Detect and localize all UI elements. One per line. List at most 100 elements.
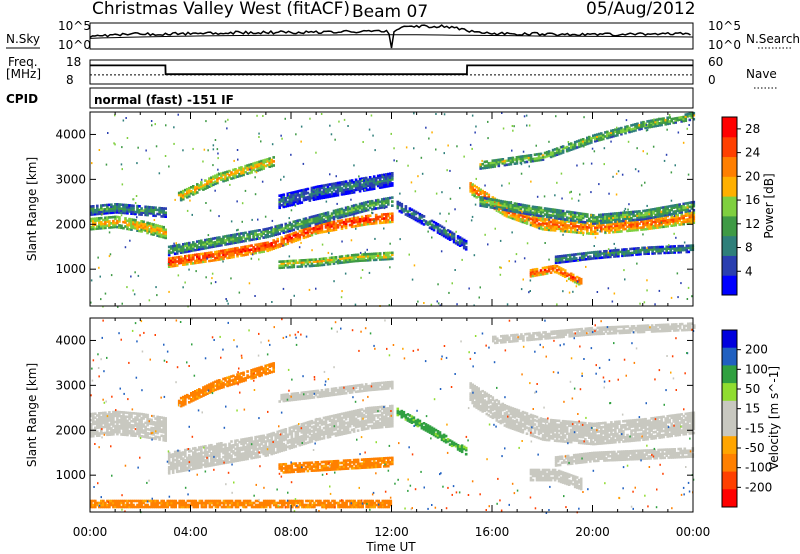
range-time-cell xyxy=(428,222,432,225)
range-time-cell xyxy=(130,275,132,278)
range-time-cell xyxy=(196,454,199,458)
range-time-cell xyxy=(114,217,117,221)
range-time-cell xyxy=(358,189,362,193)
range-time-cell xyxy=(244,253,247,257)
range-time-cell xyxy=(344,182,348,185)
range-time-cell xyxy=(535,223,539,227)
range-time-cell xyxy=(224,179,227,182)
range-time-cell xyxy=(322,218,326,222)
range-time-cell xyxy=(138,229,141,233)
range-time-cell xyxy=(90,422,93,426)
range-time-cell xyxy=(561,229,565,233)
range-time-cell xyxy=(658,210,661,214)
range-time-cell xyxy=(530,180,532,183)
range-time-cell xyxy=(605,251,608,255)
range-time-cell xyxy=(108,419,111,422)
range-time-cell xyxy=(334,226,338,229)
range-time-cell xyxy=(332,228,336,232)
cpid-label: CPID xyxy=(6,92,38,106)
range-time-cell xyxy=(352,217,356,220)
range-time-cell xyxy=(96,219,99,222)
range-time-cell xyxy=(426,223,430,226)
range-time-cell xyxy=(521,214,525,218)
range-time-cell xyxy=(646,289,648,292)
range-time-cell xyxy=(378,219,382,223)
range-time-cell xyxy=(312,198,316,201)
range-time-cell xyxy=(475,192,478,195)
range-time-cell xyxy=(638,226,641,230)
range-time-cell xyxy=(186,262,189,266)
range-time-cell xyxy=(555,271,559,274)
range-time-cell xyxy=(120,207,123,210)
range-time-cell xyxy=(350,179,354,182)
range-time-cell xyxy=(654,222,657,226)
range-time-cell xyxy=(604,231,606,234)
range-time-cell xyxy=(114,221,117,225)
range-time-cell xyxy=(340,296,343,299)
range-time-cell xyxy=(308,222,312,225)
range-time-cell xyxy=(391,214,394,217)
range-time-cell xyxy=(98,422,101,425)
range-time-cell xyxy=(298,235,302,239)
range-time-cell xyxy=(537,216,541,219)
range-time-cell xyxy=(590,214,592,217)
range-time-cell xyxy=(553,154,557,157)
range-time-cell xyxy=(570,190,572,193)
range-time-cell xyxy=(385,175,388,178)
range-time-cell xyxy=(162,436,165,440)
range-time-cell xyxy=(208,179,211,182)
range-time-cell xyxy=(511,231,513,234)
range-time-cell xyxy=(562,260,566,264)
range-time-cell xyxy=(282,266,286,269)
range-time-cell xyxy=(328,187,332,190)
colorbar-swatch xyxy=(722,196,737,217)
range-time-cell xyxy=(370,187,374,191)
range-time-cell xyxy=(561,146,563,149)
range-time-cell xyxy=(551,210,555,213)
range-time-cell xyxy=(535,144,537,147)
range-time-cell xyxy=(132,412,135,415)
range-time-cell xyxy=(290,199,294,203)
range-time-cell xyxy=(674,212,677,215)
range-time-cell xyxy=(326,229,330,233)
colorbar-swatch xyxy=(722,235,737,256)
range-time-cell xyxy=(592,216,595,219)
range-time-cell xyxy=(146,211,149,215)
range-time-cell xyxy=(336,191,340,195)
range-time-cell xyxy=(146,227,149,231)
range-time-cell xyxy=(175,470,179,474)
range-time-cell xyxy=(358,220,362,223)
range-time-cell xyxy=(132,222,135,226)
range-time-cell xyxy=(360,185,364,189)
range-time-cell xyxy=(565,147,569,151)
range-time-cell xyxy=(184,194,187,198)
range-time-cell xyxy=(106,211,109,215)
range-time-cell xyxy=(646,120,649,123)
range-time-cell xyxy=(102,419,105,423)
range-time-cell xyxy=(533,223,537,226)
range-time-cell xyxy=(184,281,186,284)
range-time-cell xyxy=(487,193,491,197)
range-time-cell xyxy=(162,426,165,430)
range-time-cell xyxy=(509,160,513,164)
range-time-cell xyxy=(196,255,199,258)
range-time-cell xyxy=(656,120,659,123)
range-time-cell xyxy=(555,269,559,272)
range-time-cell xyxy=(112,424,115,428)
range-time-cell xyxy=(640,226,643,229)
range-time-cell xyxy=(463,155,465,158)
range-time-cell xyxy=(368,222,372,226)
range-time-cell xyxy=(152,427,155,430)
range-time-cell xyxy=(366,252,370,256)
range-time-cell xyxy=(286,238,290,241)
range-time-cell xyxy=(633,247,636,250)
range-time-cell xyxy=(692,215,696,218)
range-time-cell xyxy=(254,161,257,165)
range-time-cell xyxy=(234,247,237,250)
range-time-cell xyxy=(574,253,578,256)
range-time-cell xyxy=(306,224,310,228)
range-time-cell xyxy=(350,198,352,201)
range-time-cell xyxy=(676,205,679,209)
range-time-cell xyxy=(350,225,354,229)
range-time-cell xyxy=(370,114,373,117)
